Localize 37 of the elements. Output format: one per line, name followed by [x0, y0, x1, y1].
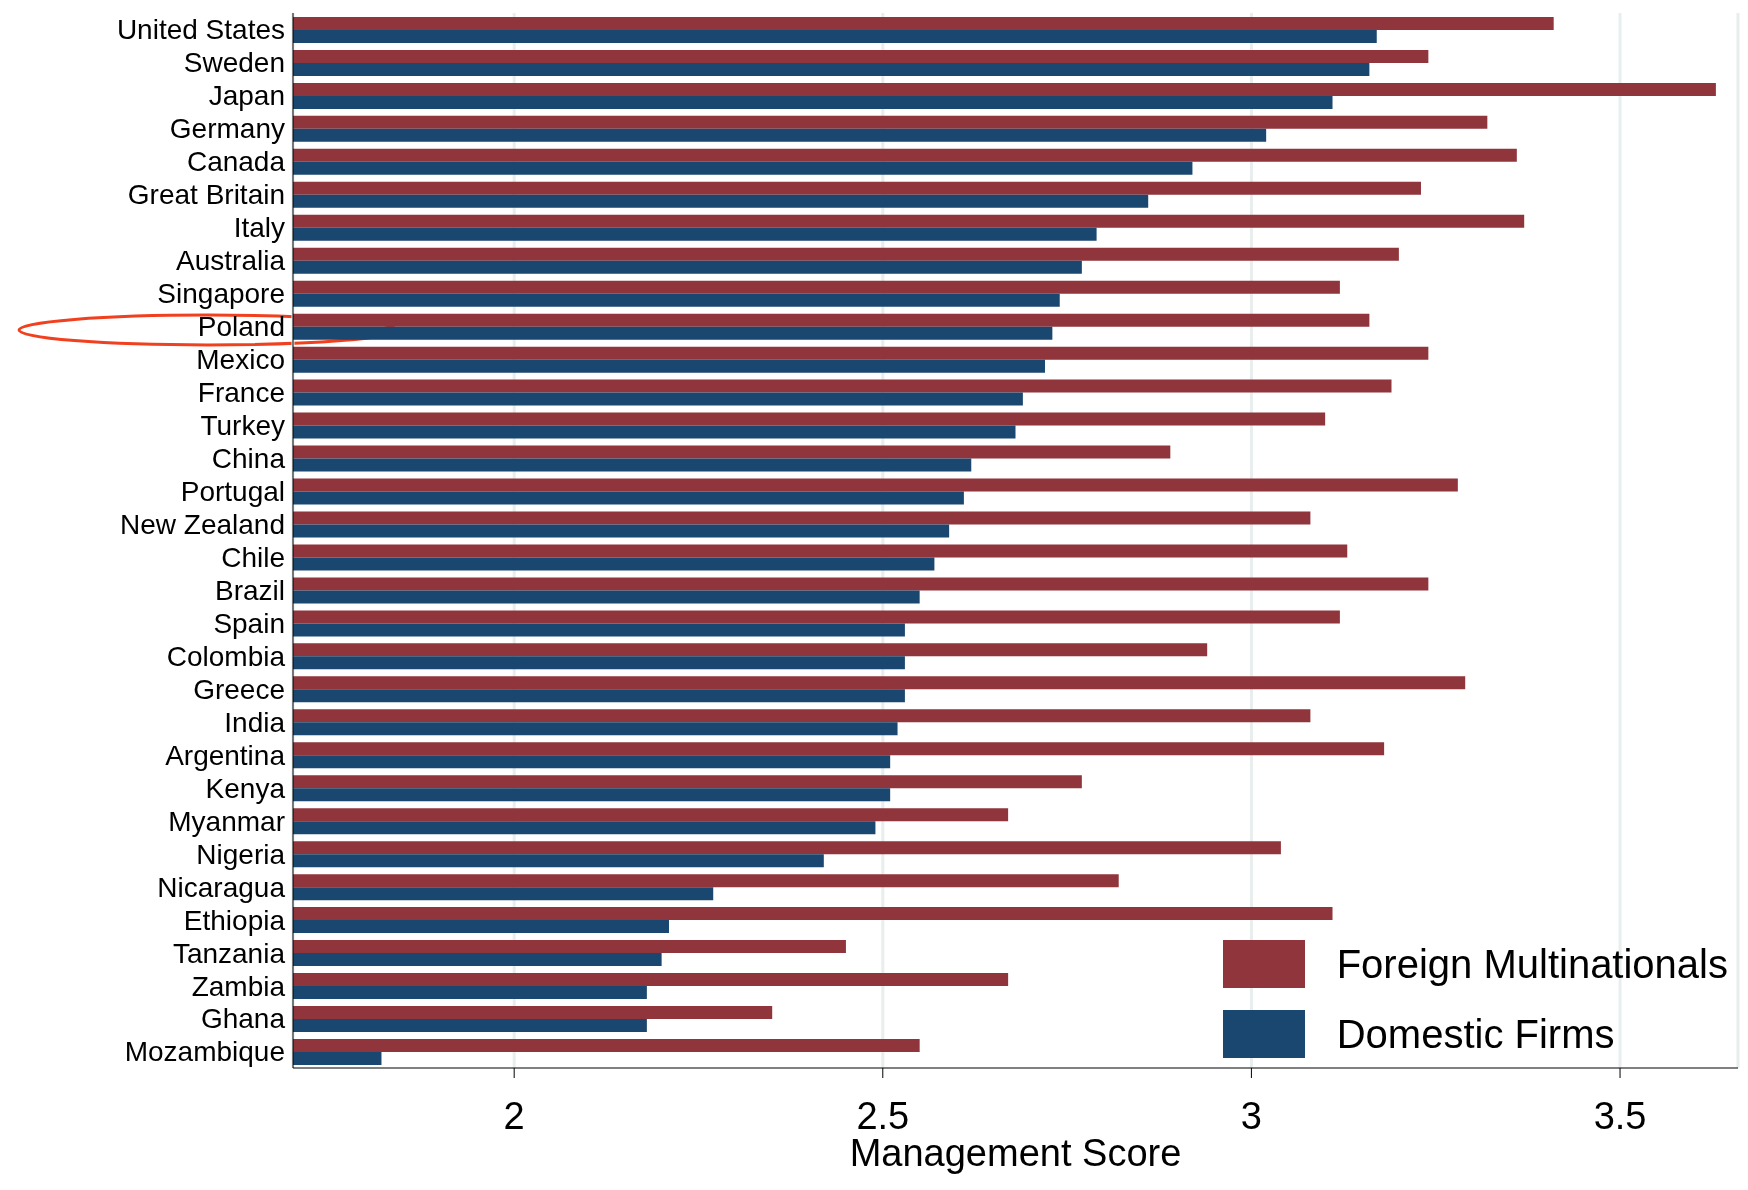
y-tick-label: Tanzania: [172, 937, 286, 969]
x-tick-label: 3: [1240, 1094, 1262, 1137]
legend-label: Foreign Multinationals: [1336, 941, 1728, 987]
y-tick-label: France: [197, 377, 285, 409]
y-tick-label: Great Britain: [127, 179, 285, 211]
y-tick-label: Canada: [186, 146, 286, 178]
y-tick-label: Mexico: [196, 344, 285, 376]
y-tick-label: Chile: [221, 541, 285, 573]
y-tick-label: Kenya: [205, 772, 286, 804]
y-tick-label: India: [224, 706, 286, 738]
y-tick-label: Ghana: [200, 1003, 286, 1035]
y-tick-label: Greece: [193, 673, 285, 705]
y-tick-label: Myanmar: [168, 805, 285, 837]
y-tick-label: New Zealand: [120, 508, 285, 540]
y-tick-label: Italy: [233, 212, 285, 244]
y-tick-label: Nicaragua: [157, 871, 286, 903]
x-tick-label: 3.5: [1593, 1094, 1647, 1137]
y-tick-label: China: [211, 443, 286, 475]
y-tick-label: United States: [116, 14, 285, 46]
y-tick-label: Nigeria: [196, 838, 286, 870]
y-tick-label: Japan: [208, 80, 285, 112]
y-tick-label: Brazil: [214, 574, 285, 606]
y-tick-label: Argentina: [165, 739, 286, 771]
legend-label: Domestic Firms: [1336, 1011, 1615, 1057]
y-tick-label: Colombia: [166, 640, 286, 672]
y-tick-label: Ethiopia: [183, 904, 286, 936]
y-tick-label: Zambia: [191, 970, 286, 1002]
y-tick-label: Mozambique: [124, 1036, 285, 1068]
y-tick-label: Sweden: [183, 47, 285, 79]
y-tick-label: Australia: [176, 245, 286, 277]
y-tick-label: Turkey: [200, 410, 285, 442]
y-tick-label: Germany: [169, 113, 285, 145]
y-tick-label: Portugal: [180, 475, 285, 507]
x-tick-label: 2: [503, 1094, 525, 1137]
y-tick-label: Spain: [213, 607, 285, 639]
y-tick-label: Poland: [197, 311, 285, 343]
y-tick-label: Singapore: [157, 278, 285, 310]
